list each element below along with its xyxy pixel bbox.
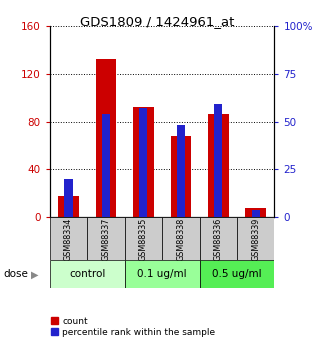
Text: GSM88334: GSM88334 <box>64 217 73 260</box>
Text: dose: dose <box>3 269 28 279</box>
Legend: count, percentile rank within the sample: count, percentile rank within the sample <box>49 315 217 339</box>
Bar <box>162 217 200 260</box>
Bar <box>125 260 200 288</box>
Text: GSM88339: GSM88339 <box>251 217 260 260</box>
Bar <box>170 136 191 217</box>
Text: GSM88336: GSM88336 <box>214 217 223 260</box>
Text: control: control <box>69 269 105 279</box>
Text: ▶: ▶ <box>31 269 39 279</box>
Bar <box>87 217 125 260</box>
Text: GSM88338: GSM88338 <box>176 217 185 260</box>
Bar <box>125 217 162 260</box>
Bar <box>252 210 260 217</box>
Bar <box>246 208 266 217</box>
Bar <box>50 217 87 260</box>
Bar <box>208 115 229 217</box>
Text: 0.1 ug/ml: 0.1 ug/ml <box>137 269 187 279</box>
Bar <box>214 105 222 217</box>
Bar <box>139 108 147 217</box>
Text: GSM88337: GSM88337 <box>101 217 110 260</box>
Bar <box>200 260 274 288</box>
Bar <box>133 107 154 217</box>
Bar <box>102 114 110 217</box>
Text: 0.5 ug/ml: 0.5 ug/ml <box>212 269 262 279</box>
Bar <box>58 196 79 217</box>
Bar <box>237 217 274 260</box>
Bar <box>50 260 125 288</box>
Bar <box>200 217 237 260</box>
Bar <box>96 59 116 217</box>
Text: GDS1809 / 1424961_at: GDS1809 / 1424961_at <box>80 16 234 29</box>
Text: GSM88335: GSM88335 <box>139 217 148 260</box>
Bar <box>64 179 73 217</box>
Bar <box>177 126 185 217</box>
